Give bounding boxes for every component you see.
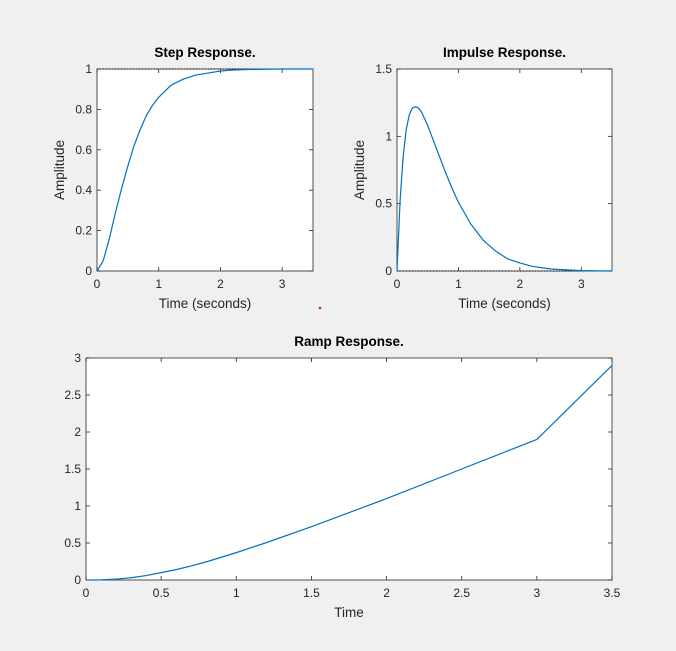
step-y-tick-label: 1 xyxy=(85,62,92,76)
step-y-tick-label: 0.4 xyxy=(75,183,92,197)
impulse-axes: 0 1 2 3 0 0.5 1 1.5 Impulse Response. Time (secon… xyxy=(352,45,613,311)
impulse-x-axis-label: Time (seconds) xyxy=(458,296,551,311)
step-series-line xyxy=(96,68,313,272)
step-x-tick-label: 3 xyxy=(279,277,286,291)
impulse-plot-area xyxy=(396,68,613,272)
stray-marker xyxy=(318,306,322,310)
ramp-x-tick-label: 0 xyxy=(83,586,90,600)
step-y-tick-label: 0.2 xyxy=(75,224,92,238)
ramp-y-tick-label: 2.5 xyxy=(64,388,81,402)
impulse-y-tick-label: 0.5 xyxy=(375,197,392,211)
ramp-axes: 0 0.5 1 1.5 2 2.5 3 3.5 0 0.5 1 1.5 2 2.5 3 Ramp Respon… xyxy=(64,334,620,620)
step-axes: 0 1 2 3 0 0.2 0.4 0.6 0.8 1 Step Response. Time (se… xyxy=(52,45,314,311)
ramp-y-tick-label: 1.5 xyxy=(64,462,81,476)
impulse-x-tick-label: 0 xyxy=(394,277,401,291)
impulse-y-tick-label: 1.5 xyxy=(375,62,392,76)
ramp-y-tick-label: 0 xyxy=(74,573,81,587)
impulse-x-tick-label: 2 xyxy=(517,277,524,291)
step-x-axis-label: Time (seconds) xyxy=(159,296,252,311)
ramp-y-tick-label: 2 xyxy=(74,425,81,439)
ramp-x-tick-label: 1.5 xyxy=(303,586,320,600)
impulse-y-tick-label: 1 xyxy=(385,129,392,143)
step-y-tick-label: 0.6 xyxy=(75,143,92,157)
step-y-tick-label: 0 xyxy=(85,264,92,278)
impulse-series-line xyxy=(396,106,613,272)
ramp-plot-area xyxy=(85,357,613,581)
ramp-title: Ramp Response. xyxy=(294,334,404,349)
step-x-tick-label: 2 xyxy=(217,277,224,291)
ramp-x-axis-label: Time xyxy=(334,605,364,620)
step-x-tick-label: 0 xyxy=(94,277,101,291)
ramp-y-tick-label: 0.5 xyxy=(64,536,81,550)
impulse-y-axis-label: Amplitude xyxy=(352,140,367,200)
ramp-x-tick-label: 2.5 xyxy=(453,586,470,600)
ramp-x-tick-label: 3.5 xyxy=(604,586,621,600)
ramp-y-tick-label: 3 xyxy=(74,351,81,365)
step-x-tick-label: 1 xyxy=(155,277,162,291)
step-y-axis-label: Amplitude xyxy=(52,140,67,200)
ramp-x-tick-label: 0.5 xyxy=(153,586,170,600)
ramp-series-line xyxy=(85,364,613,581)
step-title: Step Response. xyxy=(154,45,255,60)
impulse-y-tick-label: 0 xyxy=(385,264,392,278)
impulse-title: Impulse Response. xyxy=(443,45,566,60)
step-y-tick-label: 0.8 xyxy=(75,102,92,116)
ramp-x-tick-label: 2 xyxy=(383,586,390,600)
impulse-x-tick-label: 3 xyxy=(578,277,585,291)
ramp-x-tick-label: 1 xyxy=(233,586,240,600)
step-plot-area xyxy=(96,68,314,272)
impulse-x-tick-label: 1 xyxy=(455,277,462,291)
ramp-x-tick-label: 3 xyxy=(534,586,541,600)
ramp-y-tick-label: 1 xyxy=(74,499,81,513)
